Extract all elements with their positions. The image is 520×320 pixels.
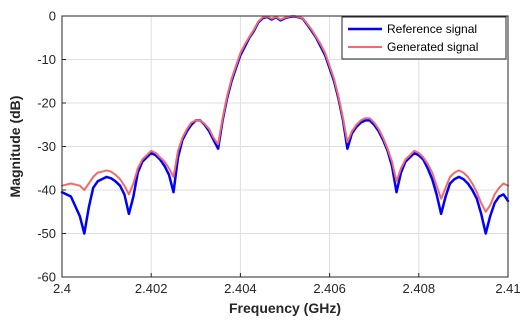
x-tick-label: 2.404 xyxy=(224,281,257,296)
x-tick-label: 2.41 xyxy=(495,281,520,296)
x-tick-label: 2.408 xyxy=(403,281,436,296)
legend-label: Generated signal xyxy=(387,40,478,54)
legend: Reference signal Generated signal xyxy=(341,16,507,60)
y-tick-label: -40 xyxy=(37,183,56,198)
x-tick-label: 2.402 xyxy=(135,281,168,296)
y-tick-label: -30 xyxy=(37,139,56,154)
x-tick-label: 2.406 xyxy=(313,281,346,296)
legend-label: Reference signal xyxy=(387,22,477,36)
y-tick-label: -10 xyxy=(37,52,56,67)
ticks: 2.4 2.402 2.404 2.406 2.408 2.41 0 -10 -20 -30 -40… xyxy=(37,9,520,297)
x-axis-title: Frequency (GHz) xyxy=(229,300,341,316)
y-tick-label: -20 xyxy=(37,96,56,111)
legend-box xyxy=(341,16,507,60)
y-tick-label: -50 xyxy=(37,226,56,241)
y-axis-title: Magnitude (dB) xyxy=(7,96,23,198)
y-tick-label: 0 xyxy=(49,9,56,24)
y-tick-label: -60 xyxy=(37,270,56,285)
x-tick-label: 2.4 xyxy=(53,281,71,296)
